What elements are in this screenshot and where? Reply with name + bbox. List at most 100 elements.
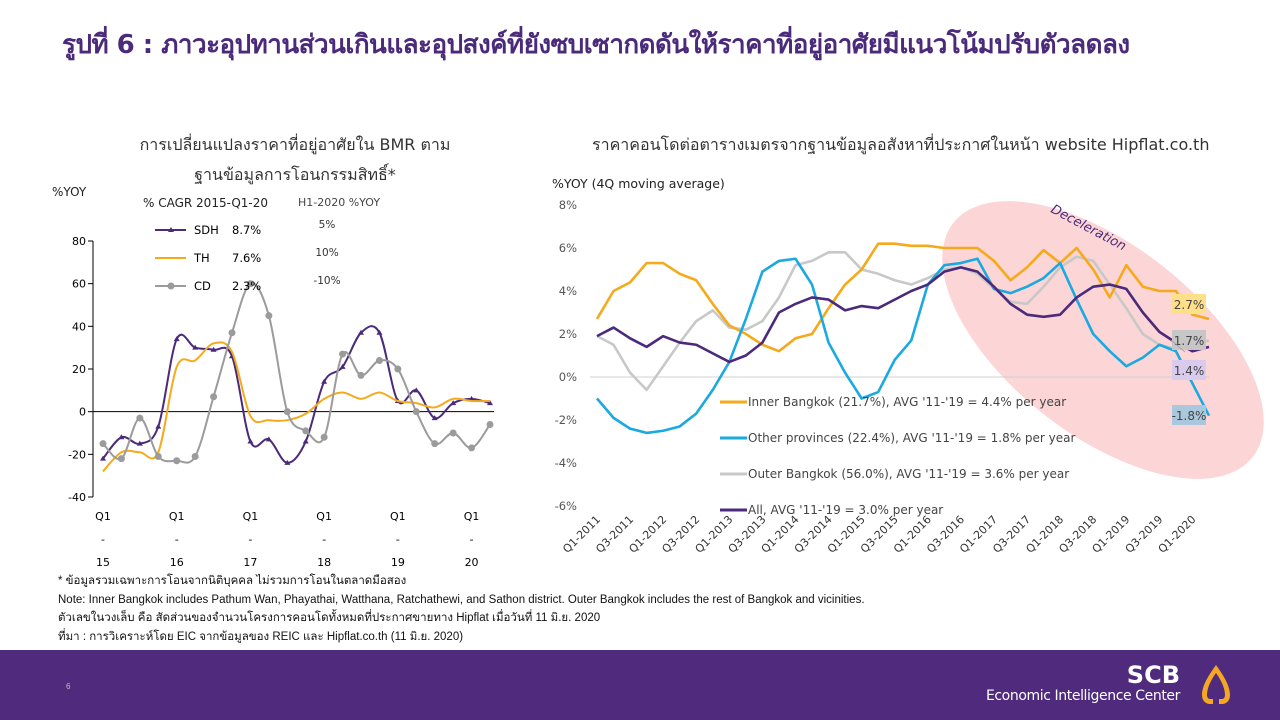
left-point-cd xyxy=(210,393,218,401)
left-point-sdh xyxy=(431,415,438,421)
right-line-2 xyxy=(596,250,1210,392)
left-chart-title-line2: ฐานข้อมูลการโอนกรรมสิทธิ์* xyxy=(194,165,396,184)
left-x-tick-label: Q1 - 18 xyxy=(316,510,332,569)
left-point-cd xyxy=(339,350,347,358)
end-label-value: -1.8% xyxy=(1172,409,1207,423)
left-y-axis: 80 60 40 20 0 -20 -40 xyxy=(68,235,494,504)
left-point-sdh xyxy=(155,423,162,429)
left-point-sdh xyxy=(265,436,272,442)
left-point-cd xyxy=(117,455,125,463)
left-point-sdh xyxy=(247,438,254,444)
scb-logo-icon xyxy=(1202,665,1230,704)
left-point-sdh xyxy=(136,440,143,446)
right-end-labels: 2.7% 1.7% 1.4% -1.8% xyxy=(1170,294,1207,425)
left-y-tick-label: 40 xyxy=(72,320,86,333)
left-point-sdh xyxy=(302,438,309,444)
brand-subtitle: Economic Intelligence Center xyxy=(985,688,1180,704)
left-point-sdh xyxy=(192,344,199,350)
right-chart: Deceleration 8%6%4%2%0%-2%-4%-6% 2.7%1.7… xyxy=(555,198,1264,556)
x-tick-year: 18 xyxy=(317,556,331,569)
left-point-sdh xyxy=(358,329,364,335)
right-y-tick-label: 2% xyxy=(559,327,577,341)
left-point-cd xyxy=(173,457,181,465)
left-y-tick-label: 0 xyxy=(79,406,86,419)
x-tick-quarter: Q1 xyxy=(390,510,406,523)
x-tick-dash: - xyxy=(101,533,105,546)
left-point-cd xyxy=(154,452,162,460)
x-tick-dash: - xyxy=(470,533,474,546)
legend-cagr-sdh: 8.7% xyxy=(232,223,261,237)
left-point-cd xyxy=(320,433,328,441)
legend-label-th: TH xyxy=(193,251,210,265)
left-y-tick-label: 80 xyxy=(72,235,86,248)
x-tick-quarter: Q1 xyxy=(169,510,185,523)
legend-h1-sdh: 5% xyxy=(319,219,336,231)
end-label-bg xyxy=(1172,330,1206,350)
left-point-cd xyxy=(412,408,420,416)
right-line-0 xyxy=(595,242,1210,353)
left-x-tick-label: Q1 - 15 xyxy=(95,510,111,569)
left-chart-title-line1: การเปลี่ยนแปลงราคาที่อยู่อาศัยใน BMR ตาม xyxy=(139,135,451,154)
x-tick-dash: - xyxy=(175,533,179,546)
x-tick-dash: - xyxy=(322,533,326,546)
end-label-value: 1.4% xyxy=(1174,364,1205,378)
footnotes: * ข้อมูลรวมเฉพาะการโอนจากนิติบุคคล ไม่รว… xyxy=(58,572,865,646)
left-line-sdh xyxy=(102,325,491,464)
left-y-tick-label: -40 xyxy=(68,491,86,504)
end-label-leader xyxy=(1170,339,1186,353)
page-number: 6 xyxy=(66,682,71,691)
left-y-tick-label: 60 xyxy=(72,278,86,291)
right-legend-label: All, AVG '11-'19 = 3.0% per year xyxy=(748,503,943,517)
x-tick-year: 16 xyxy=(170,556,184,569)
left-x-tick-label: Q1 - 16 xyxy=(169,510,185,569)
left-point-cd xyxy=(394,365,402,373)
right-x-axis: Q1-2011Q3-2011Q1-2012Q3-2012Q1-2013Q3-20… xyxy=(560,513,1198,556)
left-point-sdh xyxy=(173,336,180,342)
right-legend-label: Outer Bangkok (56.0%), AVG '11-'19 = 3.6… xyxy=(748,467,1069,481)
right-line-1 xyxy=(596,257,1211,435)
left-y-tick-label: -20 xyxy=(68,448,86,461)
left-point-cd xyxy=(283,408,291,416)
footer-bar: 6 SCB Economic Intelligence Center xyxy=(0,650,1280,720)
right-series-lines xyxy=(595,242,1211,435)
left-point-cd xyxy=(99,440,107,448)
x-tick-year: 15 xyxy=(96,556,110,569)
left-x-tick-label: Q1 - 17 xyxy=(243,510,259,569)
x-tick-quarter: Q1 xyxy=(243,510,259,523)
footnote-note: Note: Inner Bangkok includes Pathum Wan,… xyxy=(58,593,865,606)
left-point-cd xyxy=(357,371,365,379)
right-legend-label: Inner Bangkok (21.7%), AVG '11-'19 = 4.4… xyxy=(748,395,1066,409)
left-point-sdh xyxy=(413,387,420,393)
slide-title: รูปที่ 6 : ภาวะอุปทานส่วนเกินและอุปสงค์ท… xyxy=(62,30,1130,60)
right-y-tick-label: 4% xyxy=(559,284,577,298)
legend-marker xyxy=(167,282,175,290)
left-point-sdh xyxy=(118,434,125,440)
legend-h1-cd: -10% xyxy=(313,275,340,287)
right-y-tick-label: 6% xyxy=(559,241,577,255)
left-y-tick-label: 20 xyxy=(72,363,86,376)
right-chart-ylabel: %YOY (4Q moving average) xyxy=(552,176,725,191)
right-y-tick-label: -2% xyxy=(555,413,577,427)
left-line-th xyxy=(102,341,491,473)
right-y-tick-label: 8% xyxy=(559,198,577,212)
legend-cagr-th: 7.6% xyxy=(232,251,261,265)
left-chart-ylabel: %YOY xyxy=(52,185,87,199)
left-x-axis: Q1 - 15 Q1 - 16 Q1 - 17 Q1 - 18 Q1 - 19 Q1 - 20 xyxy=(95,510,479,569)
x-tick-dash: - xyxy=(248,533,252,546)
left-point-cd xyxy=(431,440,439,448)
left-point-cd xyxy=(486,420,494,428)
brand-text: SCB Economic Intelligence Center xyxy=(986,662,1180,704)
x-tick-quarter: Q1 xyxy=(464,510,480,523)
left-legend: SDH 8.7% 5% TH 7.6% 10% CD 2.3% -10% xyxy=(155,219,341,293)
left-point-cd xyxy=(136,414,144,422)
left-x-tick-label: Q1 - 19 xyxy=(390,510,406,569)
left-legend-header-h1: H1-2020 %YOY xyxy=(298,196,381,209)
x-tick-year: 20 xyxy=(465,556,479,569)
end-label-value: 1.7% xyxy=(1174,334,1205,348)
right-legend-label: Other provinces (22.4%), AVG '11-'19 = 1… xyxy=(748,431,1076,445)
right-y-tick-label: 0% xyxy=(559,370,577,384)
left-point-cd xyxy=(191,452,199,460)
right-line-3 xyxy=(596,266,1210,364)
legend-label-cd: CD xyxy=(194,279,211,293)
left-point-sdh xyxy=(376,329,383,335)
